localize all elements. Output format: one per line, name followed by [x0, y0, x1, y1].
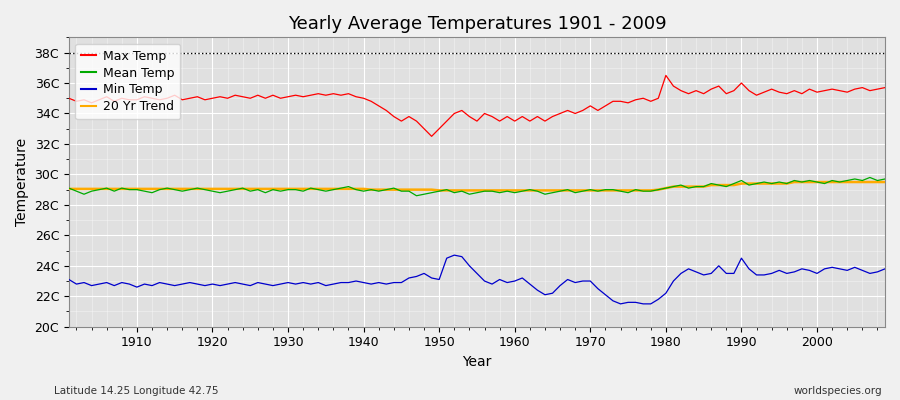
Title: Yearly Average Temperatures 1901 - 2009: Yearly Average Temperatures 1901 - 2009	[288, 15, 666, 33]
Y-axis label: Temperature: Temperature	[15, 138, 29, 226]
X-axis label: Year: Year	[463, 355, 491, 369]
Text: Latitude 14.25 Longitude 42.75: Latitude 14.25 Longitude 42.75	[54, 386, 219, 396]
Text: worldspecies.org: worldspecies.org	[794, 386, 882, 396]
Legend: Max Temp, Mean Temp, Min Temp, 20 Yr Trend: Max Temp, Mean Temp, Min Temp, 20 Yr Tre…	[76, 44, 180, 119]
